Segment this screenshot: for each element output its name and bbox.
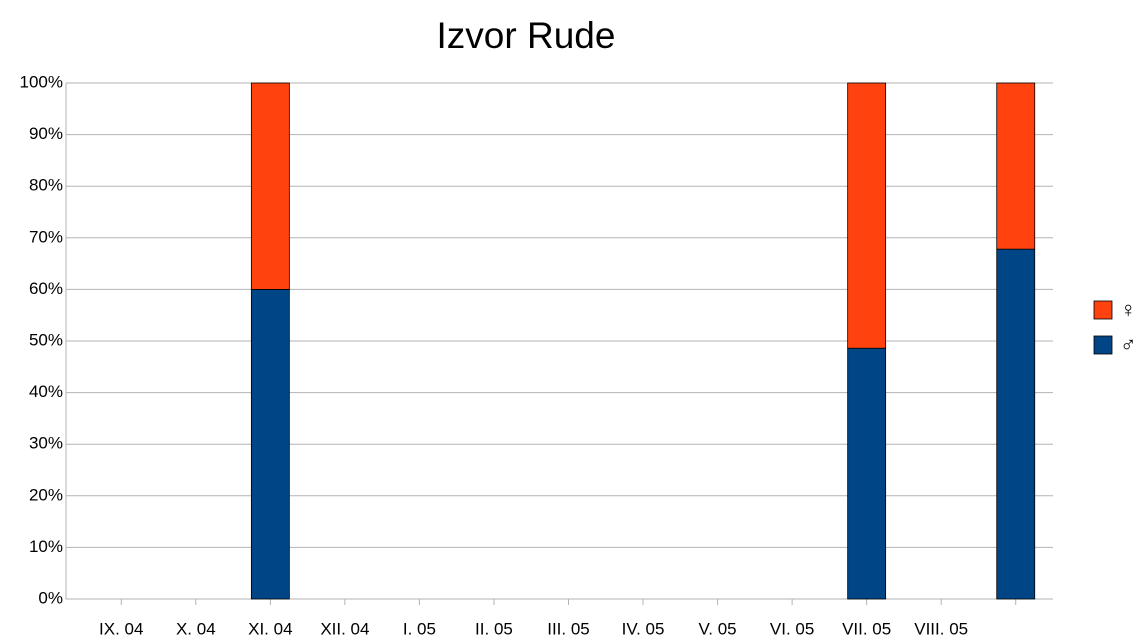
- legend-swatch: [1093, 335, 1113, 355]
- legend-label: ♂: [1120, 332, 1137, 357]
- x-tick-label: V. 05: [699, 619, 737, 638]
- y-tick-label: 50%: [29, 330, 63, 349]
- legend-swatch: [1093, 300, 1113, 320]
- bar-segment: [996, 248, 1036, 600]
- y-tick-label: 100%: [20, 72, 63, 91]
- y-tick-label: 20%: [29, 485, 63, 504]
- x-tick-label: XII. 04: [320, 619, 369, 638]
- x-tick-label: I. 05: [403, 619, 436, 638]
- legend-label: ♀: [1120, 297, 1137, 322]
- y-tick-label: 60%: [29, 279, 63, 298]
- x-tick-label: III. 05: [547, 619, 590, 638]
- x-tick-label: X. 04: [176, 619, 216, 638]
- x-tick-label: XI. 04: [248, 619, 292, 638]
- bar-segment: [847, 82, 887, 349]
- bar-segment: [996, 82, 1036, 250]
- x-tick-label: VIII. 05: [914, 619, 968, 638]
- x-tick-label: IX. 04: [99, 619, 143, 638]
- x-tick-label: IV. 05: [622, 619, 665, 638]
- bar-segment: [847, 347, 887, 600]
- x-tick-label: VI. 05: [770, 619, 814, 638]
- chart-title: Izvor Rude: [437, 15, 616, 56]
- bar-segment: [250, 288, 290, 600]
- y-tick-label: 10%: [29, 537, 63, 556]
- y-tick-label: 70%: [29, 227, 63, 246]
- y-tick-label: 80%: [29, 176, 63, 195]
- x-tick-label: VII. 05: [842, 619, 891, 638]
- y-tick-label: 90%: [29, 124, 63, 143]
- bar-segment: [250, 82, 290, 290]
- y-tick-label: 40%: [29, 382, 63, 401]
- x-tick-label: II. 05: [475, 619, 513, 638]
- y-tick-label: 0%: [38, 588, 63, 607]
- y-tick-label: 30%: [29, 434, 63, 453]
